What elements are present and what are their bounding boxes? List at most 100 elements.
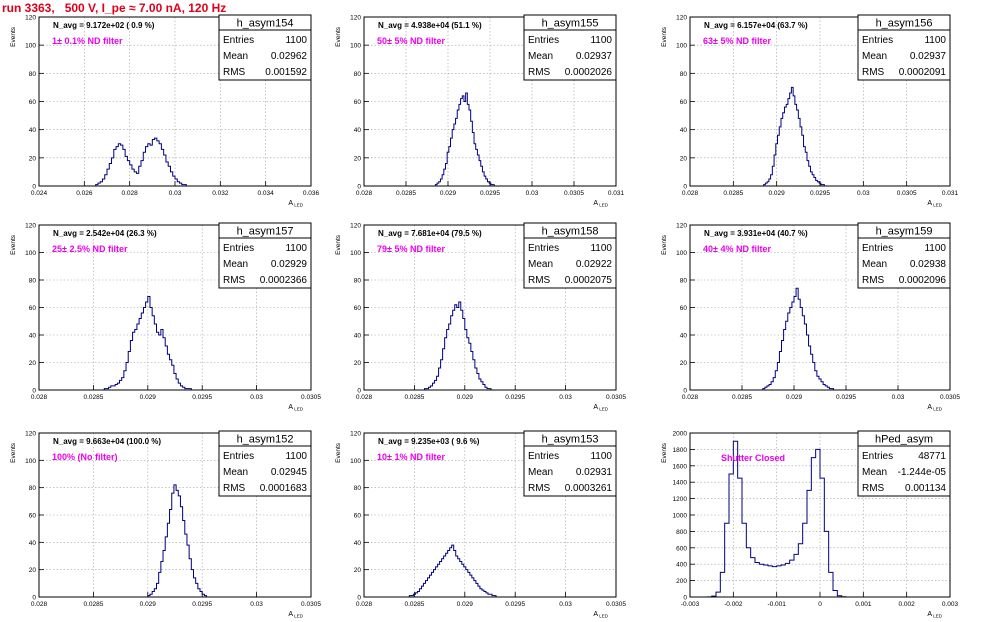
histogram-panel-h_asym155: 0.028 0.0285 0.029 0.0295 0.03 0.0305 0.031 0 20…	[335, 14, 625, 208]
stats-value: -1.244e-05	[898, 467, 947, 478]
stats-label: Mean	[862, 259, 887, 270]
y-tick-label: 80	[354, 278, 362, 285]
x-tick-label: 0.029	[457, 601, 474, 608]
stats-value: 1100	[590, 451, 612, 462]
y-tick-label: 20	[29, 567, 37, 574]
x-axis-label: A LED	[593, 611, 608, 619]
filter-annotation: 50± 5% ND filter	[377, 36, 445, 46]
x-tick-label: 0.036	[303, 190, 320, 197]
x-tick-label: 0.03	[526, 190, 539, 197]
y-tick-label: 1400	[673, 480, 688, 487]
x-tick-label: 0.031	[942, 190, 959, 197]
stats-box-frame	[523, 237, 617, 289]
x-tick-label: 0.03	[169, 190, 182, 197]
x-tick-label: 0.002	[899, 601, 916, 608]
y-tick-label: 20	[354, 155, 362, 162]
stats-value: 0.0003261	[565, 483, 613, 494]
stats-value: 0.02938	[910, 259, 947, 270]
x-tick-label: 0.028	[356, 601, 373, 608]
y-tick-label: 80	[29, 485, 37, 492]
y-tick-label: 20	[680, 360, 688, 367]
y-tick-label: 1000	[673, 513, 688, 520]
y-tick-label: 120	[25, 431, 36, 438]
histogram-panel-h_asym154: 0.024 0.026 0.028 0.03 0.032 0.034 0.036 0 20 40 6…	[10, 14, 320, 208]
y-tick-label: 40	[354, 333, 362, 340]
plot-frame	[363, 432, 617, 598]
y-axis-label: Events	[661, 442, 668, 463]
x-tick-label: 0.029	[769, 190, 786, 197]
plot-frame	[38, 224, 312, 391]
y-tick-label: 120	[25, 223, 36, 230]
y-tick-label: 20	[680, 155, 688, 162]
stats-label: Mean	[528, 467, 553, 478]
stats-label: RMS	[862, 67, 885, 78]
histogram-panel-h_asym156: 0.028 0.0285 0.029 0.0295 0.03 0.0305 0.031 0 20…	[661, 14, 959, 208]
stats-label: Entries	[223, 35, 254, 46]
y-axis-label: Events	[335, 26, 342, 47]
x-tick-label: 0.0305	[606, 601, 626, 608]
x-tick-label: 0.03	[250, 394, 263, 401]
x-tick-label: 0.034	[258, 190, 275, 197]
x-axis-label: A LED	[593, 200, 608, 208]
plot-frame	[38, 432, 312, 598]
stats-value: 0.02945	[271, 467, 308, 478]
y-tick-label: 100	[350, 43, 361, 50]
histogram-line-h_asym157	[103, 296, 192, 390]
filter-annotation: 40± 4% ND filter	[703, 244, 771, 254]
filter-annotation: Shutter Closed	[721, 453, 785, 463]
histogram-line-h_asym158	[423, 301, 492, 390]
x-tick-label: 0.0285	[723, 190, 743, 197]
x-tick-label: 0.003	[942, 601, 959, 608]
x-tick-label: 0.0285	[404, 394, 424, 401]
histogram-line-h_asym152	[147, 484, 208, 597]
stats-label: Entries	[528, 243, 559, 254]
stats-label: Entries	[223, 451, 254, 462]
y-tick-label: 120	[350, 223, 361, 230]
run-title: run 3363, 500 V, I_pe ≈ 7.00 nA, 120 Hz	[2, 1, 227, 15]
stats-label: Entries	[862, 451, 893, 462]
stats-label: Entries	[528, 451, 559, 462]
navg-annotation: N_avg = 2.542e+04 (26.3 %)	[53, 229, 157, 238]
y-tick-label: 80	[354, 485, 362, 492]
x-tick-label: -0.001	[767, 601, 786, 608]
y-tick-label: 60	[354, 99, 362, 106]
x-axis-label: A LED	[927, 404, 942, 412]
plot-frame	[689, 432, 951, 598]
histogram-name: h_asym153	[542, 434, 599, 446]
y-tick-label: 60	[29, 99, 37, 106]
histogram-name: h_asym159	[876, 226, 933, 238]
y-tick-label: 2000	[673, 431, 688, 438]
x-tick-label: 0.0285	[83, 394, 103, 401]
stats-label: RMS	[528, 67, 551, 78]
stats-value: 0.001134	[905, 483, 946, 494]
y-tick-label: 40	[29, 333, 37, 340]
x-tick-label: 0.0305	[606, 394, 626, 401]
stats-value: 1100	[285, 243, 307, 254]
x-tick-label: 0	[818, 601, 822, 608]
stats-value: 0.0001683	[260, 483, 308, 494]
y-tick-label: 100	[676, 43, 687, 50]
histogram-line-h_asym159	[762, 287, 835, 390]
x-tick-label: 0.0295	[810, 190, 830, 197]
x-tick-label: 0.0305	[301, 394, 321, 401]
x-tick-label: 0.0305	[564, 190, 584, 197]
stats-value: 0.02931	[576, 467, 613, 478]
plot-frame	[38, 16, 312, 187]
stats-value: 0.02937	[576, 51, 613, 62]
y-tick-label: 20	[354, 360, 362, 367]
stats-value: 0.02962	[271, 51, 308, 62]
y-tick-label: 80	[680, 71, 688, 78]
y-tick-label: 20	[29, 360, 37, 367]
x-tick-label: 0.001	[855, 601, 872, 608]
y-tick-label: 120	[350, 15, 361, 22]
y-tick-label: 40	[29, 540, 37, 547]
stats-label: Mean	[528, 259, 553, 270]
y-axis-label: Events	[10, 26, 17, 47]
navg-annotation: N_avg = 9.663e+04 (100.0 %)	[53, 437, 161, 446]
y-tick-label: 40	[680, 333, 688, 340]
x-tick-label: 0.028	[356, 394, 373, 401]
y-axis-label: Events	[661, 26, 668, 47]
y-tick-label: 60	[680, 305, 688, 312]
x-tick-label: 0.0305	[940, 394, 960, 401]
stats-label: RMS	[862, 483, 885, 494]
